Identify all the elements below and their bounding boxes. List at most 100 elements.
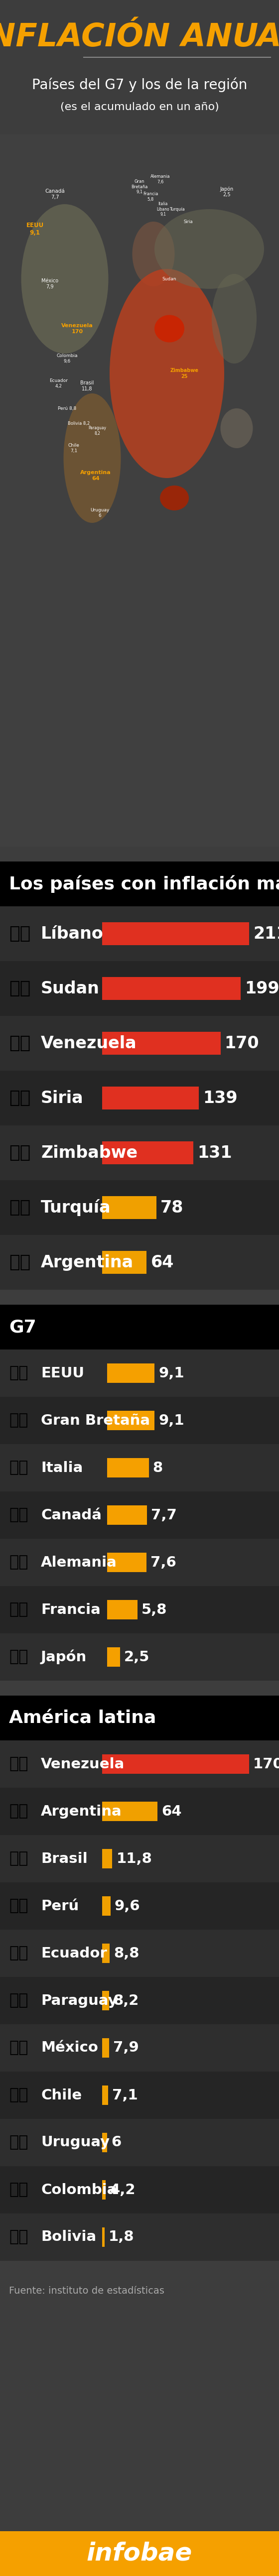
Text: México: México	[41, 2040, 98, 2056]
Text: 7,7: 7,7	[151, 1507, 177, 1522]
Text: México
7,9: México 7,9	[41, 278, 58, 289]
Bar	[0, 1303, 279, 1350]
Bar	[0, 1976, 279, 2025]
Text: 131: 131	[197, 1144, 232, 1162]
Bar	[0, 1396, 279, 1445]
Text: Brasil: Brasil	[41, 1852, 88, 1865]
Bar	[0, 1015, 279, 1072]
Text: Paraguay
8,2: Paraguay 8,2	[88, 425, 106, 435]
Text: Brasil
11,8: Brasil 11,8	[80, 381, 94, 392]
Bar	[0, 2532, 279, 2576]
Bar	[107, 1363, 155, 1383]
Bar	[102, 1942, 110, 1963]
Ellipse shape	[64, 394, 121, 523]
Text: 🇯🇵: 🇯🇵	[9, 1649, 28, 1664]
Text: 9,1: 9,1	[158, 1365, 184, 1381]
Text: 🇫🇷: 🇫🇷	[9, 1602, 28, 1618]
Text: 🇩🇪: 🇩🇪	[9, 1556, 28, 1571]
Text: Turquía: Turquía	[169, 206, 184, 211]
Text: Francia
5,8: Francia 5,8	[143, 193, 158, 201]
Text: 🇱🇧: 🇱🇧	[9, 925, 30, 943]
Text: 🇺🇸: 🇺🇸	[9, 1365, 28, 1381]
Bar	[102, 1850, 112, 1868]
Text: 139: 139	[203, 1090, 238, 1105]
Text: 🇹🇷: 🇹🇷	[9, 1198, 30, 1216]
Text: 🇧🇷: 🇧🇷	[9, 1852, 28, 1868]
Text: Perú: Perú	[41, 1899, 79, 1914]
Bar	[102, 2228, 105, 2246]
Bar	[107, 1412, 155, 1430]
Bar	[0, 134, 279, 848]
Text: Fuente: instituto de estadísticas: Fuente: instituto de estadísticas	[9, 2285, 164, 2295]
Text: 8: 8	[153, 1461, 163, 1473]
Ellipse shape	[155, 314, 184, 343]
Text: 8,2: 8,2	[113, 1994, 139, 2007]
Bar	[0, 1788, 279, 1834]
Bar	[0, 1126, 279, 1180]
Bar	[0, 2166, 279, 2213]
Text: Venezuela: Venezuela	[41, 1036, 137, 1051]
Bar	[0, 1883, 279, 1929]
Bar	[102, 1141, 193, 1164]
Text: Zimbabwe: Zimbabwe	[41, 1144, 138, 1162]
Bar	[0, 860, 279, 907]
Text: 🇲🇽: 🇲🇽	[9, 2040, 28, 2056]
Text: Venezuela
170: Venezuela 170	[61, 325, 93, 335]
Bar	[0, 1633, 279, 1680]
Text: 🇵🇪: 🇵🇪	[9, 1899, 28, 1914]
Text: Japón: Japón	[41, 1649, 87, 1664]
Text: 64: 64	[162, 1803, 182, 1819]
Text: 🇵🇾: 🇵🇾	[9, 1994, 28, 2009]
Text: 🇧🇴: 🇧🇴	[9, 2228, 28, 2244]
Bar	[0, 907, 279, 961]
Text: INFLACIÓN ANUAL: INFLACIÓN ANUAL	[0, 23, 279, 52]
Bar	[0, 1587, 279, 1633]
Text: Países del G7 y los de la región: Países del G7 y los de la región	[32, 77, 247, 93]
Text: Sudan: Sudan	[162, 276, 177, 281]
Text: Paraguay: Paraguay	[41, 1994, 117, 2007]
Text: América latina: América latina	[9, 1710, 156, 1726]
Bar	[102, 1754, 249, 1775]
Ellipse shape	[160, 484, 189, 510]
Text: Líbano: Líbano	[41, 925, 104, 943]
Text: 5,8: 5,8	[141, 1602, 167, 1618]
Bar	[0, 1445, 279, 1492]
Text: 🇨🇦: 🇨🇦	[9, 1507, 28, 1522]
Text: Francia: Francia	[41, 1602, 100, 1618]
Bar	[0, 1741, 279, 1788]
Text: Bolivia 8,2: Bolivia 8,2	[68, 420, 90, 425]
Text: Ecuador: Ecuador	[41, 1947, 107, 1960]
Ellipse shape	[155, 209, 264, 289]
Bar	[102, 1033, 220, 1054]
Text: Japón
2,5: Japón 2,5	[220, 185, 234, 198]
Text: Los países con inflación más alta: Los países con inflación más alta	[9, 876, 279, 894]
Text: Gran
Bretaña
9,1: Gran Bretaña 9,1	[131, 180, 148, 193]
Ellipse shape	[212, 273, 257, 363]
Bar	[0, 2213, 279, 2262]
Bar	[102, 1087, 199, 1110]
Bar	[0, 1180, 279, 1234]
Text: G7: G7	[9, 1319, 36, 1334]
Text: Canadá
7,7: Canadá 7,7	[45, 188, 65, 198]
Text: Italia: Italia	[41, 1461, 83, 1473]
Text: Zimbabwe
25: Zimbabwe 25	[170, 368, 199, 379]
Text: 🇬🇧: 🇬🇧	[9, 1412, 28, 1427]
Text: Canadá: Canadá	[41, 1507, 102, 1522]
Text: 6: 6	[111, 2136, 121, 2148]
Text: Chile: Chile	[41, 2089, 82, 2102]
Bar	[107, 1504, 147, 1525]
Text: 🇿🇼: 🇿🇼	[9, 1144, 30, 1162]
Text: 🇮🇹: 🇮🇹	[9, 1461, 28, 1476]
Text: Argentina: Argentina	[41, 1803, 122, 1819]
Bar	[102, 1896, 110, 1917]
Text: Gran Bretaña: Gran Bretaña	[41, 1414, 150, 1427]
Bar	[0, 1695, 279, 1741]
Bar	[102, 2133, 107, 2154]
Text: Venezuela: Venezuela	[41, 1757, 125, 1772]
Text: 64: 64	[151, 1255, 174, 1270]
Bar	[0, 1234, 279, 1291]
Bar	[0, 1834, 279, 1883]
Text: 🇨🇴: 🇨🇴	[9, 2182, 28, 2197]
Bar	[0, 1350, 279, 1396]
Ellipse shape	[220, 410, 253, 448]
